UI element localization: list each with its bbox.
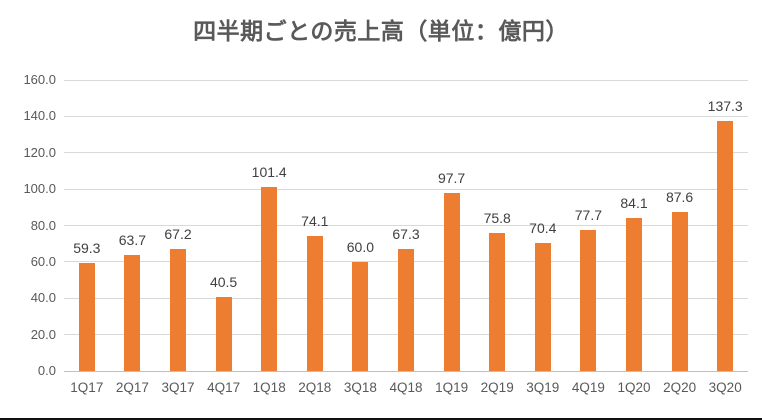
x-tick-label: 2Q19 <box>480 380 514 395</box>
bar-4Q17 <box>215 297 232 371</box>
bar-1Q20 <box>626 218 642 371</box>
y-tick-label: 0.0 <box>37 363 56 378</box>
x-tick-label: 4Q19 <box>571 380 605 395</box>
y-tick-label: 80.0 <box>30 217 56 233</box>
y-tick-label: 160.0 <box>23 72 56 87</box>
y-tick-label: 60.0 <box>30 253 56 269</box>
x-tick-label: 4Q17 <box>207 380 241 395</box>
x-tick-label: 3Q20 <box>708 380 742 395</box>
chart-title: 四半期ごとの売上高（単位：億円） <box>193 18 569 44</box>
gridline <box>64 188 748 190</box>
x-tick-label: 1Q17 <box>70 380 104 395</box>
x-tick-label: 4Q18 <box>389 380 423 395</box>
bar-value-label: 74.1 <box>301 213 329 230</box>
bar-4Q18 <box>398 248 414 371</box>
gridline <box>64 225 748 226</box>
bar-value-label: 63.7 <box>118 232 147 249</box>
bar-3Q18 <box>352 261 369 371</box>
gridline <box>64 152 748 154</box>
x-tick-label: 3Q19 <box>526 380 560 395</box>
bar-value-label: 87.6 <box>665 188 694 205</box>
x-tick-label: 2Q17 <box>115 380 149 395</box>
x-tick-label: 1Q20 <box>617 380 651 395</box>
bar-value-label: 59.3 <box>73 240 101 257</box>
bar-value-label: 70.4 <box>529 219 557 236</box>
bar-2Q18 <box>306 236 323 371</box>
x-tick-label: 2Q20 <box>663 380 697 395</box>
y-tick-label: 140.0 <box>23 108 56 124</box>
bar-3Q17 <box>170 248 186 371</box>
bar-2Q17 <box>124 255 141 371</box>
x-tick-label: 3Q18 <box>343 380 377 395</box>
bar-3Q20 <box>717 121 734 371</box>
bottom-border-line <box>0 418 762 420</box>
gridline <box>64 115 748 117</box>
gridline <box>64 79 748 81</box>
bar-value-label: 67.3 <box>392 225 420 242</box>
bar-value-label: 67.2 <box>164 225 192 242</box>
y-tick-label: 40.0 <box>30 290 56 306</box>
bar-value-label: 40.5 <box>209 274 238 291</box>
bar-2Q19 <box>489 233 506 371</box>
plot-area: 0.0 20.0 40.0 60.0 80.0 100.0 120.0 140.0 160.0 5… <box>23 72 748 395</box>
bar-value-label: 137.3 <box>707 98 743 115</box>
x-tick-label: 1Q19 <box>435 380 469 395</box>
y-tick-label: 120.0 <box>23 144 56 160</box>
bar-value-label: 101.4 <box>251 163 287 180</box>
x-tick-label: 2Q18 <box>298 380 332 395</box>
bar-1Q19 <box>443 193 460 371</box>
gridline <box>64 370 748 372</box>
x-tick-label: 3Q17 <box>161 380 195 395</box>
bar-value-label: 77.7 <box>574 206 603 223</box>
bar-value-label: 60.0 <box>346 238 375 255</box>
x-tick-label: 1Q18 <box>252 380 286 395</box>
y-tick-label: 20.0 <box>30 326 56 342</box>
bar-4Q19 <box>580 229 597 371</box>
y-tick-label: 100.0 <box>23 181 56 197</box>
bar-3Q19 <box>534 242 551 371</box>
bar-value-label: 84.1 <box>620 195 648 212</box>
bar-value-label: 75.8 <box>483 210 511 227</box>
bar-value-label: 97.7 <box>437 170 466 187</box>
bar-1Q18 <box>261 186 278 371</box>
bar-1Q17 <box>78 263 95 371</box>
bar-2Q20 <box>671 211 688 371</box>
